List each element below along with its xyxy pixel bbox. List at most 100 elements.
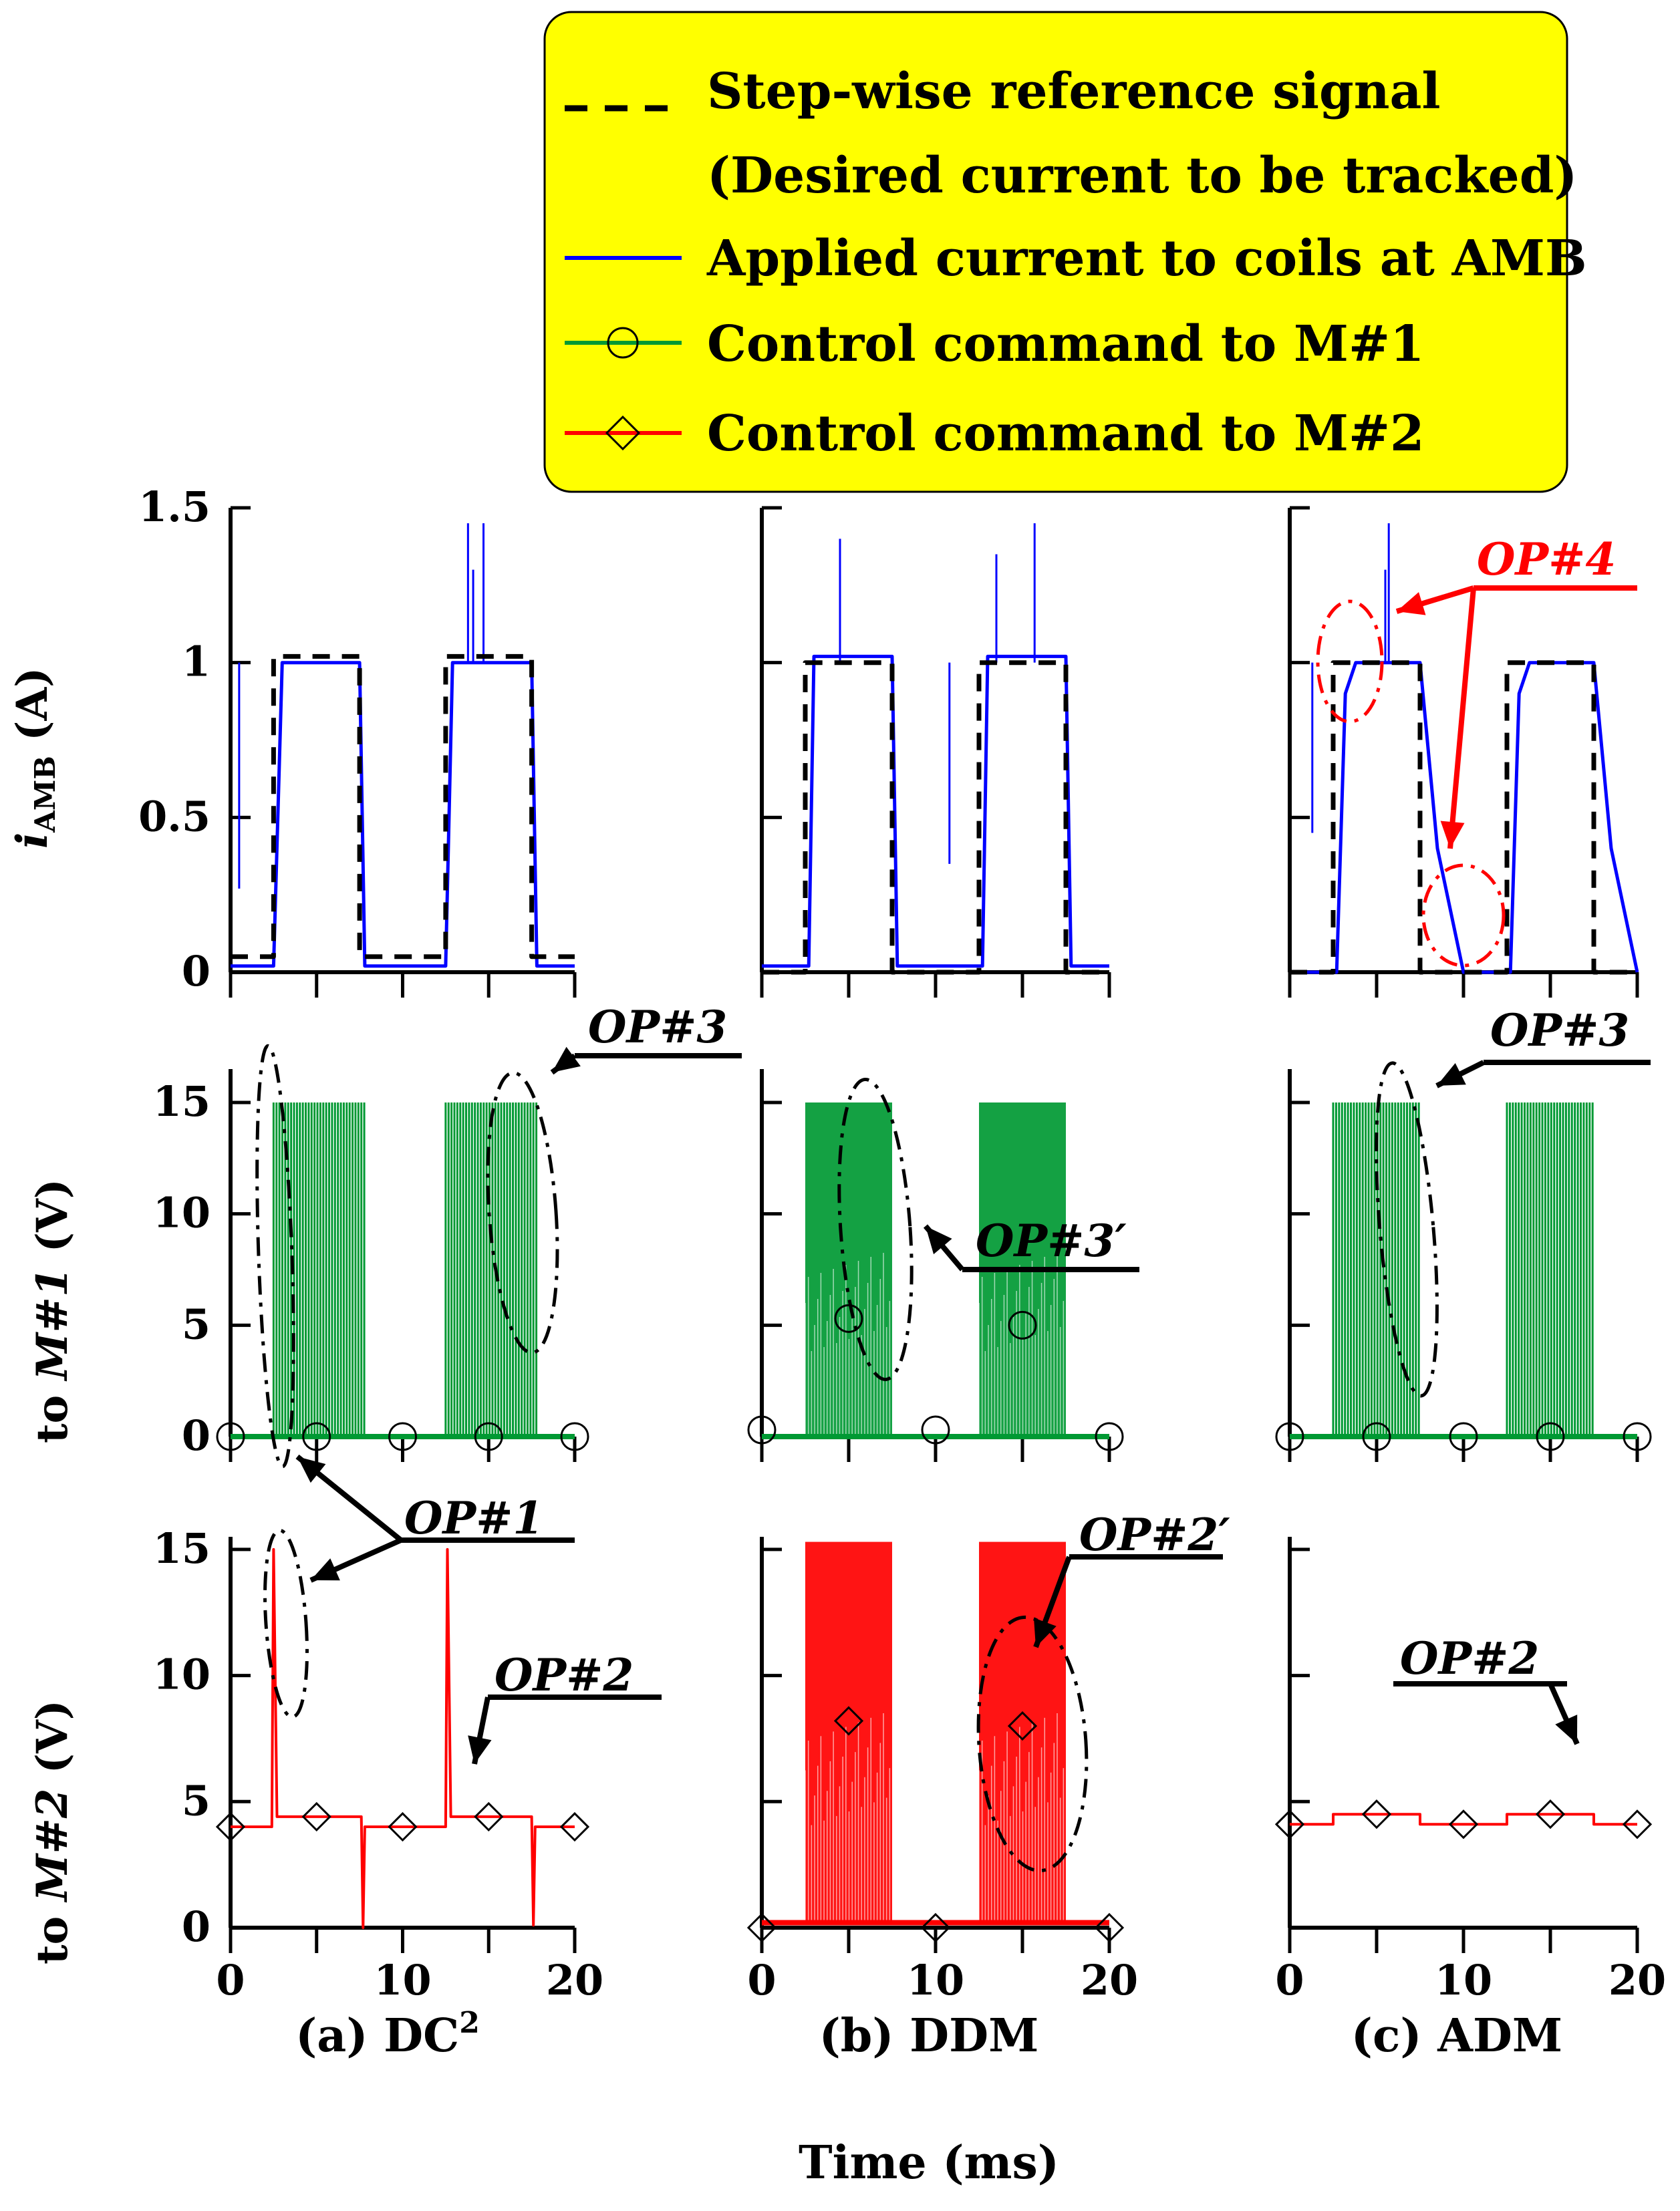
annot-op3p-b: OP#3′: [976, 1215, 1127, 1267]
m1-marker: [474, 1422, 503, 1451]
m1-marker: [1623, 1422, 1652, 1451]
y-tick-label: 0: [182, 947, 211, 996]
ellipse-op3p-b: [837, 1078, 914, 1381]
row1-ylabel: iAMB (A): [7, 668, 61, 849]
y-tick-label: 5: [182, 1300, 211, 1348]
amb-current-line: [762, 654, 1109, 968]
arrow-op4-bottom-head: [1440, 821, 1465, 849]
m2-marker: [746, 1912, 777, 1943]
row2-ylabel: to M#1 (V): [27, 1179, 78, 1443]
m1-marker: [921, 1415, 950, 1445]
m1-marker: [216, 1422, 245, 1451]
y-tick-label: 0.5: [138, 792, 211, 841]
arrow-op4-top-head: [1397, 592, 1426, 615]
m2-marker: [1007, 1711, 1038, 1741]
annotations: OP#3 OP#3 OP#3′ OP#1 OP#2 OP#2′ OP#2 OP#…: [404, 533, 1629, 1701]
x-tick-label: 10: [374, 1956, 431, 2005]
y-tick-label: 5: [182, 1776, 211, 1825]
y-tick-label: 15: [153, 1524, 211, 1573]
legend-m1-label: Control command to M#1: [707, 315, 1424, 373]
m1-marker: [1362, 1422, 1391, 1451]
ellipse-op1-m2: [263, 1528, 309, 1719]
m2-marker: [474, 1801, 504, 1832]
m2-marker: [1535, 1799, 1566, 1829]
x-tick-label: 0: [1275, 1956, 1304, 2005]
annot-op3-c: OP#3: [1490, 1004, 1629, 1056]
y-tick-label: 1: [182, 637, 211, 686]
x-axis-label: Time (ms): [799, 2136, 1059, 2190]
x-tick-label: 20: [1608, 1956, 1666, 2005]
x-tick-label: 10: [1435, 1956, 1492, 2005]
reference-line: [1290, 660, 1637, 975]
legend-m1-marker: [607, 327, 639, 359]
legend-m2-label: Control command to M#2: [707, 405, 1424, 462]
y-tick-label: 10: [153, 1650, 211, 1699]
arrow-op2p-b-head: [1034, 1618, 1057, 1647]
ellipse-op2p-b: [976, 1615, 1089, 1873]
arrow-op2-a-head: [468, 1735, 492, 1764]
m1-marker: [1008, 1310, 1037, 1340]
m1-marker: [747, 1415, 777, 1445]
m2-marker: [1448, 1809, 1479, 1839]
annot-op2p-b: OP#2′: [1079, 1509, 1230, 1561]
m2-marker: [1361, 1799, 1392, 1829]
x-tick-label: 10: [907, 1956, 964, 2005]
ellipse-op3-a: [486, 1070, 559, 1355]
x-tick-label: 0: [216, 1956, 245, 2005]
arrow-op3-c-head: [1437, 1063, 1466, 1086]
row3-ylabel: to M#2 (V): [27, 1700, 78, 1964]
annot-op3-a: OP#3: [588, 1001, 727, 1053]
ellipse-op1-m1: [255, 1044, 295, 1469]
m1-marker: [1275, 1422, 1304, 1451]
m2-marker: [1274, 1809, 1305, 1839]
m2-command-line: [1290, 1813, 1637, 1826]
annot-op2-a: OP#2: [495, 1649, 634, 1701]
m2-marker: [301, 1801, 331, 1832]
m2-marker: [215, 1811, 246, 1842]
m1-marker: [388, 1422, 417, 1451]
m2-marker: [920, 1912, 951, 1943]
m2-marker: [833, 1706, 864, 1736]
caption-b: (b) DDM: [819, 2009, 1039, 2063]
arrow-op4-bottom: [1447, 587, 1476, 849]
annot-op2-c: OP#2: [1400, 1632, 1539, 1684]
m1-marker: [560, 1422, 589, 1451]
y-tick-label: 10: [153, 1189, 211, 1237]
m2-marker: [559, 1811, 590, 1842]
m1-marker: [302, 1422, 331, 1451]
m1-marker: [1449, 1422, 1478, 1451]
ellipse-op3-c: [1375, 1061, 1439, 1398]
caption-c: (c) ADM: [1351, 2009, 1562, 2063]
arrow-op2-c-head: [1555, 1715, 1578, 1744]
plot-area: 0 0.5 1 1.5 0 5 10 15 0 5 10 15 0 10 20 0 10 20 0 10 20: [138, 482, 1666, 2005]
m1-marker: [1095, 1422, 1124, 1451]
y-tick-label: 15: [153, 1077, 211, 1126]
annot-op4: OP#4: [1477, 533, 1616, 585]
legend-m2-marker: [605, 415, 641, 451]
arrow-op1-top-head: [297, 1457, 326, 1483]
ellipse-op4-bottom: [1421, 863, 1506, 968]
arrow-op3-a-head: [552, 1046, 581, 1072]
y-tick-label: 0: [182, 1902, 211, 1951]
arrow-op3p-b-head: [926, 1226, 952, 1255]
legend: Step-wise reference signal (Desired curr…: [543, 11, 1587, 493]
m1-marker: [1536, 1422, 1565, 1451]
x-tick-label: 0: [747, 1956, 776, 2005]
caption-a: (a) DC2: [295, 2006, 480, 2063]
m2-marker: [1622, 1809, 1653, 1839]
legend-ref-label-2: (Desired current to be tracked): [707, 147, 1577, 204]
annot-op1: OP#1: [404, 1492, 543, 1544]
reference-line: [231, 653, 575, 960]
m2-marker: [388, 1811, 418, 1842]
amb-current-line: [231, 661, 575, 968]
amb-current-line: [1290, 661, 1639, 974]
m2-command-line: [231, 1547, 575, 1929]
arrow-op1-bottom-head: [311, 1558, 340, 1581]
ellipse-op4-top: [1316, 599, 1384, 724]
m2-marker: [1094, 1912, 1125, 1943]
y-tick-label: 0: [182, 1411, 211, 1460]
legend-amb-label: Applied current to coils at AMB: [706, 230, 1587, 287]
y-tick-label: 1.5: [138, 482, 211, 531]
legend-box: [543, 11, 1568, 493]
